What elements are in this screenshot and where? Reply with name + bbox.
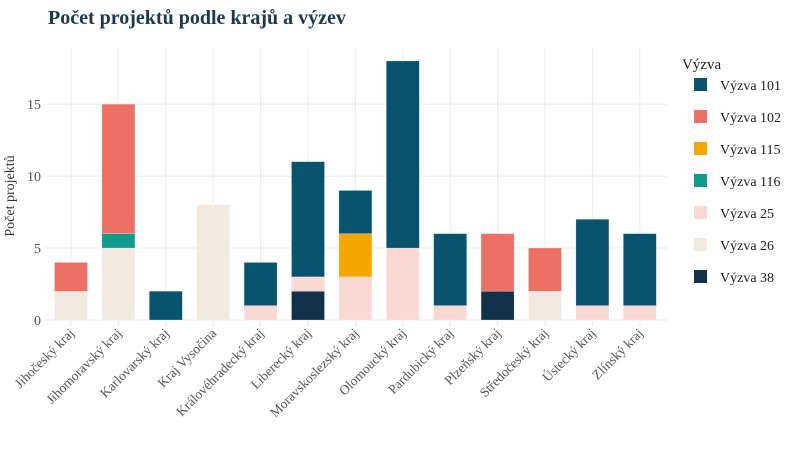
legend-swatch [694,142,707,155]
y-tick-label: 10 [27,170,41,185]
legend-label: Výzva 102 [720,111,781,126]
bar-segment [575,218,610,306]
bar-segment [54,262,88,292]
bar-segment [622,305,657,321]
bars [54,60,657,321]
bar-segment [433,233,468,306]
bar-segment [101,247,136,321]
x-tick-label: Moravskoslezský kraj [267,326,362,421]
legend-swatch [694,206,707,219]
legend-swatch [694,270,707,283]
bar-segment [480,233,515,292]
legend-label: Výzva 38 [720,271,774,286]
bar-segment [291,276,325,292]
bar-segment [338,190,373,234]
legend-label: Výzva 25 [720,207,774,222]
legend: Výzva Výzva 101 Výzva 102 Výzva 115 Výzva 1… [682,57,781,286]
y-tick-label: 5 [34,242,41,257]
bar-segment [54,290,88,321]
bar-segment [243,305,278,321]
y-tick-label: 15 [27,98,41,113]
legend-label: Výzva 101 [720,79,781,94]
bar-segment [243,262,278,306]
bar-segment [101,233,136,249]
legend-label: Výzva 116 [720,175,781,190]
x-tick-label: Královéhradecký kraj [173,326,267,420]
chart-title: Počet projektů podle krajů a výzev [48,7,346,29]
bar-segment [101,103,136,234]
bar-segment [528,290,562,321]
legend-swatch [694,174,707,187]
legend-label: Výzva 26 [720,239,774,254]
bar-segment [575,305,610,321]
bar-segment [622,233,657,306]
legend-title: Výzva [682,57,721,73]
bar-segment [149,290,183,321]
legend-swatch [694,110,707,123]
y-axis: 0 5 10 15 [27,98,41,329]
y-tick-label: 0 [34,314,41,329]
bar-segment [480,290,515,321]
bar-segment [338,233,373,278]
x-tick-label: Zlínský kraj [589,326,646,383]
bar-segment [528,247,562,292]
legend-swatch [694,238,707,251]
y-axis-label: Počet projektů [3,155,18,236]
bar-segment [291,161,325,278]
bar-segment [196,204,230,321]
bar-segment [338,276,373,321]
bar-segment [385,247,420,321]
bar-segment [291,290,325,321]
bar-segment [433,305,468,321]
legend-label: Výzva 115 [720,143,781,158]
bar-segment [385,60,420,249]
legend-swatch [694,78,707,91]
